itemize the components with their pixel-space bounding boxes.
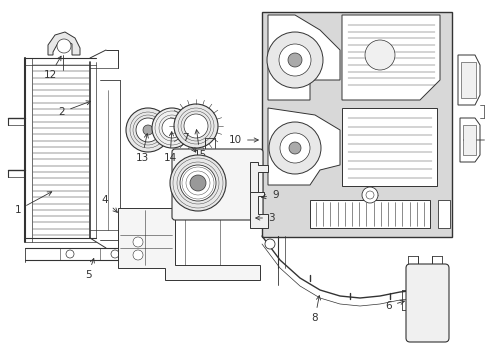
Text: 4: 4	[102, 195, 117, 212]
Bar	[462, 125, 475, 155]
Circle shape	[268, 122, 320, 174]
Polygon shape	[267, 108, 339, 185]
Bar	[460, 62, 475, 98]
Circle shape	[126, 108, 170, 152]
Text: 2: 2	[59, 101, 90, 117]
Text: 9: 9	[261, 190, 278, 200]
FancyBboxPatch shape	[405, 264, 448, 342]
Text: 13: 13	[135, 134, 148, 163]
Circle shape	[266, 32, 323, 88]
Bar	[262, 12, 451, 237]
Circle shape	[170, 155, 225, 211]
Circle shape	[133, 237, 142, 247]
Circle shape	[57, 39, 71, 53]
Circle shape	[174, 104, 218, 148]
Polygon shape	[267, 15, 339, 100]
Text: 7: 7	[182, 133, 195, 152]
Circle shape	[152, 108, 192, 148]
Polygon shape	[118, 208, 260, 280]
Text: 3: 3	[255, 213, 274, 223]
Polygon shape	[457, 55, 479, 105]
Text: 8: 8	[311, 296, 320, 323]
Circle shape	[136, 118, 160, 142]
Circle shape	[133, 250, 142, 260]
Circle shape	[180, 165, 216, 201]
Polygon shape	[249, 162, 267, 192]
Circle shape	[66, 250, 74, 258]
Circle shape	[183, 114, 207, 138]
Circle shape	[288, 142, 301, 154]
Text: 15: 15	[193, 130, 206, 160]
Text: 10: 10	[228, 135, 258, 145]
Circle shape	[280, 133, 309, 163]
Circle shape	[142, 125, 153, 135]
Circle shape	[364, 40, 394, 70]
Text: 11: 11	[463, 135, 488, 145]
Circle shape	[279, 44, 310, 76]
Text: 12: 12	[43, 56, 61, 80]
Polygon shape	[48, 32, 80, 55]
Polygon shape	[341, 15, 439, 100]
Circle shape	[264, 239, 274, 249]
Circle shape	[190, 175, 205, 191]
Bar	[437, 200, 449, 228]
Text: 5: 5	[84, 258, 94, 280]
Circle shape	[162, 118, 182, 138]
Circle shape	[287, 53, 302, 67]
FancyBboxPatch shape	[172, 149, 263, 220]
Text: 14: 14	[163, 132, 176, 163]
Bar	[341, 108, 436, 186]
Circle shape	[111, 250, 119, 258]
Text: 1: 1	[15, 192, 52, 215]
Bar	[309, 200, 429, 228]
Polygon shape	[459, 118, 479, 162]
Polygon shape	[249, 192, 267, 228]
Circle shape	[361, 187, 377, 203]
Text: 6: 6	[385, 300, 404, 311]
